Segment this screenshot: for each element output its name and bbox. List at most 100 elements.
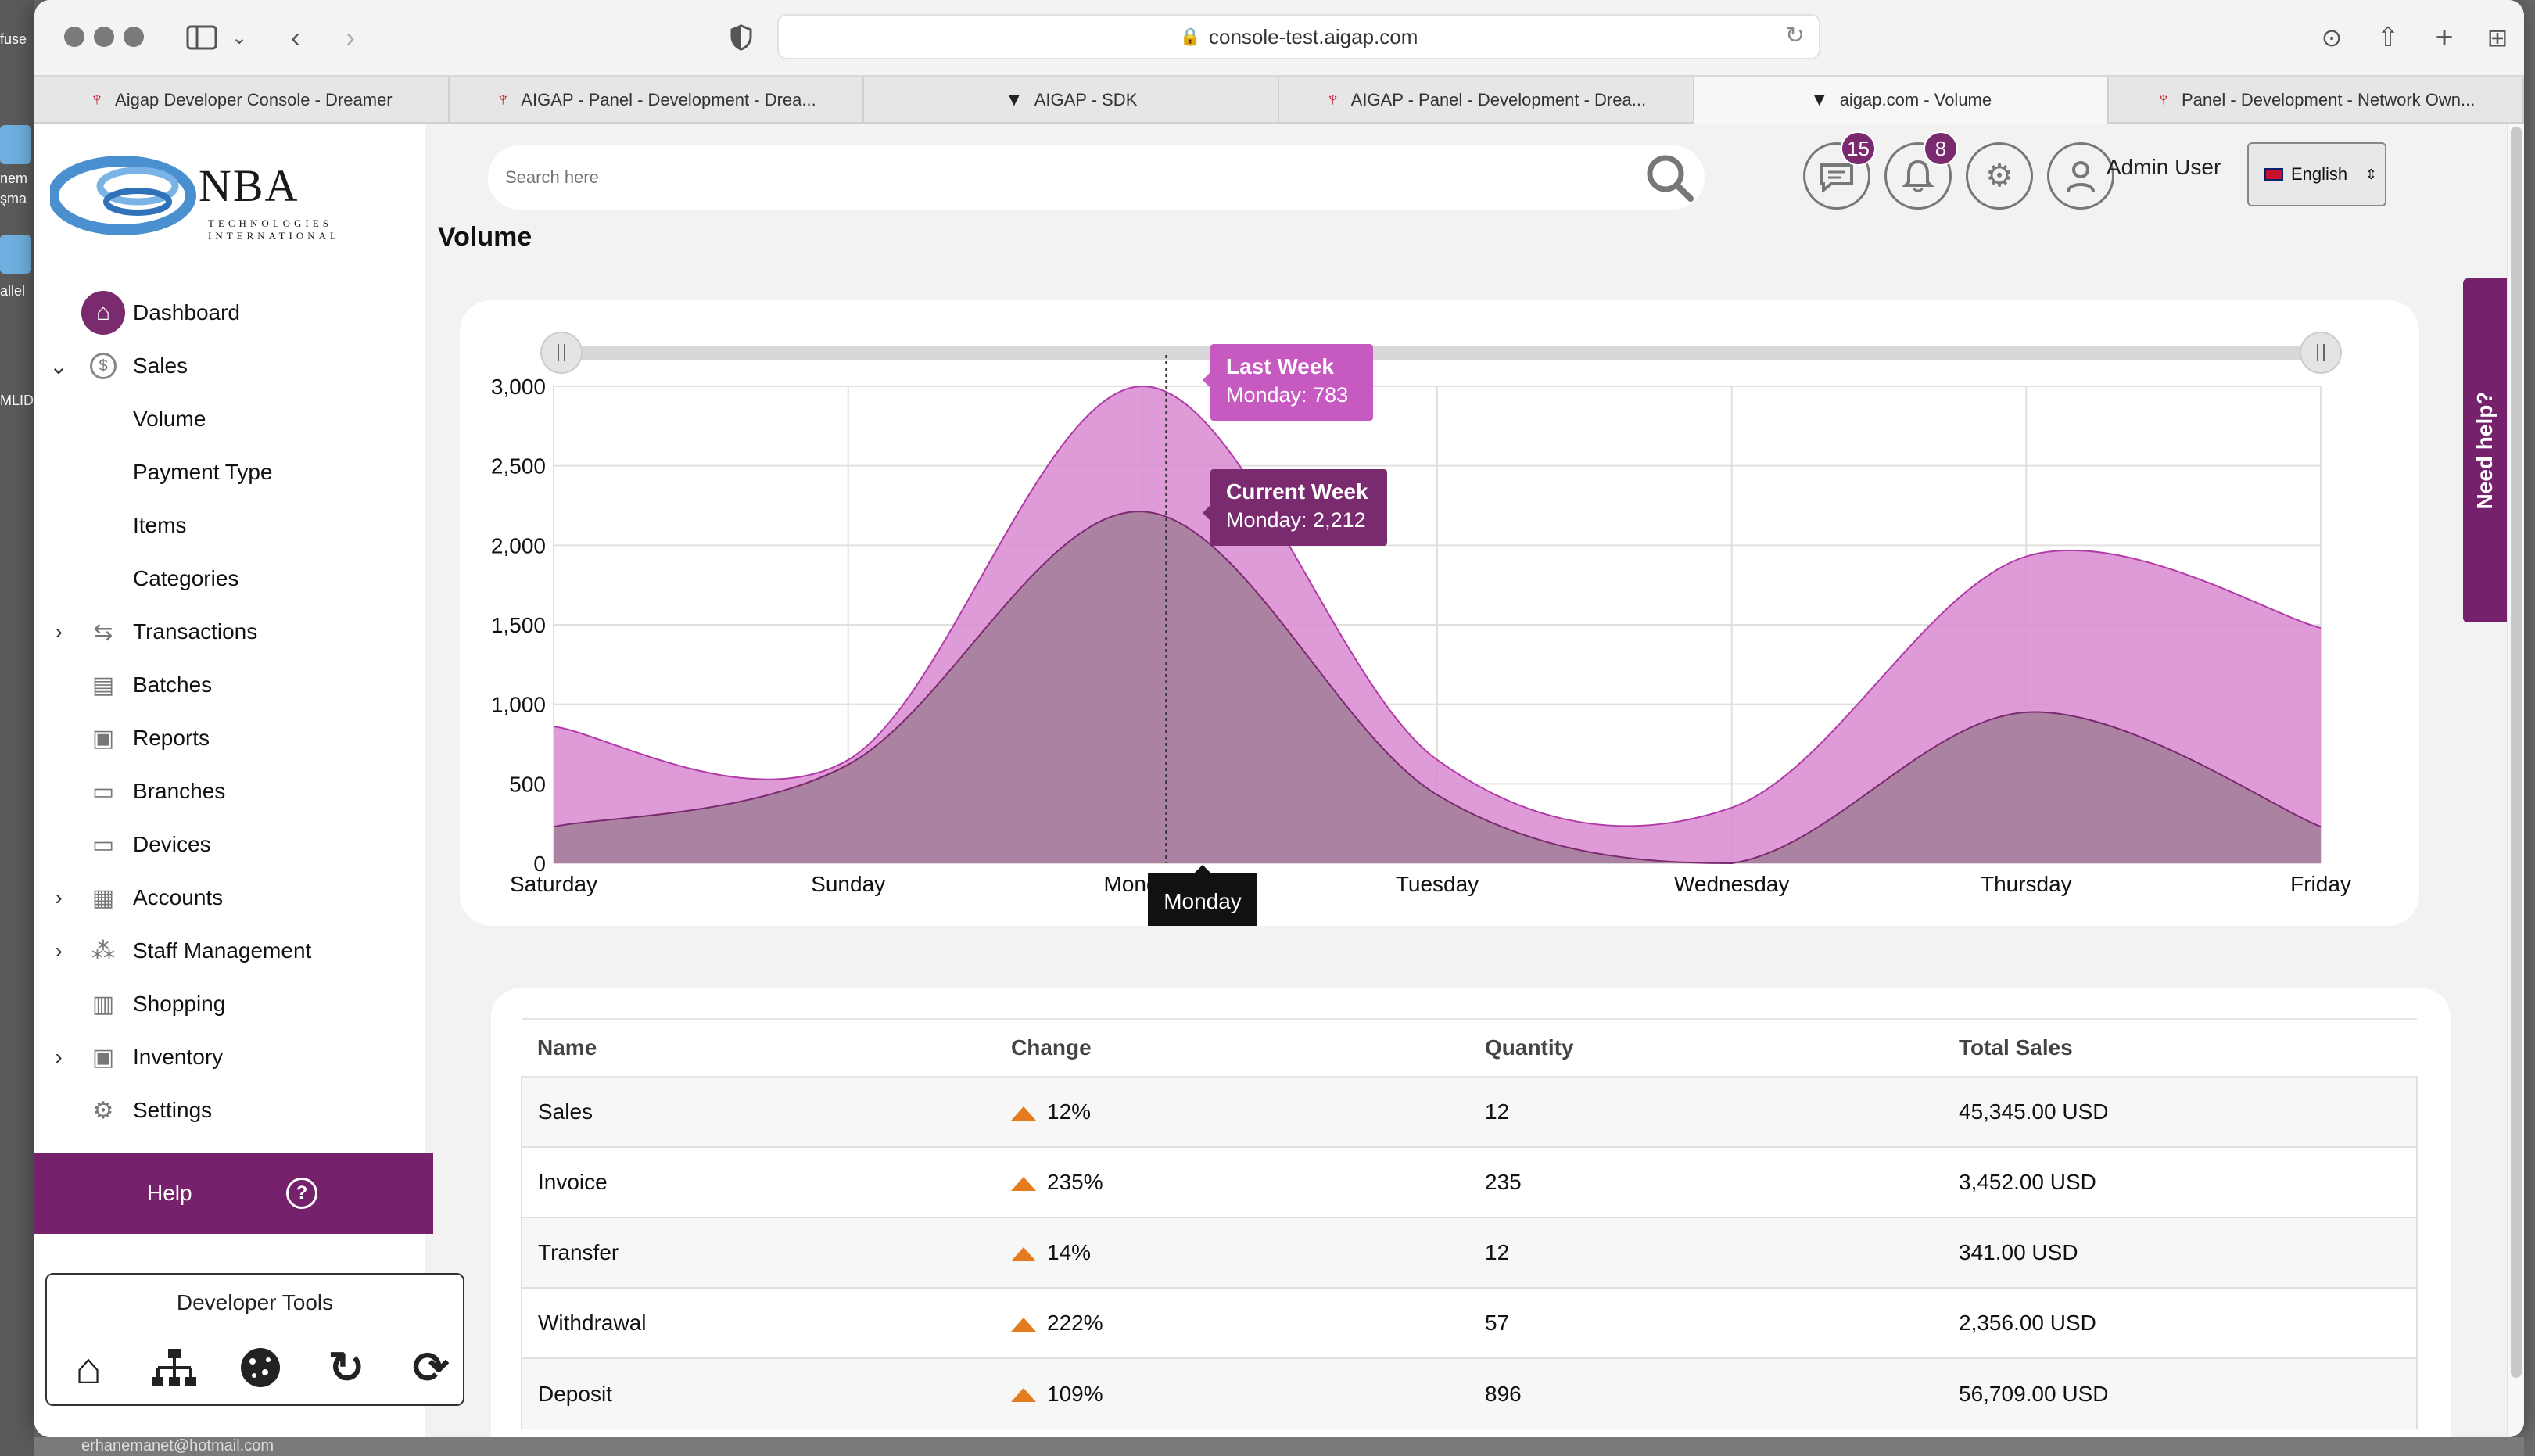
browser-tab-active[interactable]: ▼ aigap.com - Volume xyxy=(1694,77,2110,124)
logo[interactable]: NBA TECHNOLOGIES INTERNATIONAL xyxy=(48,147,347,249)
home-icon[interactable]: ⌂ xyxy=(75,1343,102,1393)
sidebar-toggle-icon[interactable] xyxy=(183,19,221,56)
sidebar-item-payment-type[interactable]: Payment Type xyxy=(34,449,425,496)
series-area-current-week[interactable] xyxy=(554,511,2321,863)
column-header-change[interactable]: Change xyxy=(995,1018,1469,1078)
desktop-label: MLID xyxy=(0,393,34,408)
redo-icon[interactable]: ↻ xyxy=(328,1343,365,1392)
sidebar-item-devices[interactable]: ▭ Devices xyxy=(34,821,425,868)
search-input[interactable] xyxy=(488,145,1705,210)
sidebar-item-items[interactable]: Items xyxy=(34,502,425,549)
chevron-right-icon[interactable]: › xyxy=(55,619,63,644)
sidebar-item-settings[interactable]: ⚙ Settings xyxy=(34,1087,425,1134)
help-label: Help xyxy=(147,1181,192,1205)
close-window-button[interactable] xyxy=(64,27,84,47)
settings-button[interactable]: ⚙ xyxy=(1966,142,2033,210)
cell-change: 12% xyxy=(995,1076,1469,1147)
cell-name: Invoice xyxy=(521,1146,995,1218)
sidebar-item-label: Accounts xyxy=(133,885,224,909)
range-slider-handle-left[interactable] xyxy=(540,332,583,374)
table-row[interactable]: Withdrawal 222% 57 2,356.00 USD xyxy=(521,1287,2418,1358)
chevron-right-icon[interactable]: › xyxy=(55,885,63,909)
column-header-total-sales[interactable]: Total Sales xyxy=(1943,1018,2417,1078)
y-tick-label: 1,000 xyxy=(491,693,546,717)
search-icon[interactable] xyxy=(1642,150,1697,205)
profile-button[interactable] xyxy=(2047,142,2114,210)
folder-icon[interactable] xyxy=(0,125,31,164)
sidebar-item-label: Reports xyxy=(133,726,210,750)
browser-tab[interactable]: ♆ AIGAP - Panel - Development - Drea... xyxy=(450,77,865,124)
y-tick-label: 2,500 xyxy=(491,454,546,479)
cell-change: 109% xyxy=(995,1357,1469,1429)
desktop-label: şma xyxy=(0,191,27,206)
tab-label: Panel - Development - Network Own... xyxy=(2182,90,2476,109)
table-row[interactable]: Invoice 235% 235 3,452.00 USD xyxy=(521,1146,2418,1218)
minimize-window-button[interactable] xyxy=(94,27,114,47)
sidebar-item-inventory[interactable]: › ▣ Inventory xyxy=(34,1034,425,1081)
browser-tab[interactable]: ♆ Panel - Development - Network Own... xyxy=(2109,77,2524,124)
sitemap-icon[interactable] xyxy=(147,1340,202,1395)
need-help-label: Need help? xyxy=(2472,391,2497,510)
need-help-tab[interactable]: Need help? xyxy=(2463,278,2507,622)
chevron-right-icon[interactable]: › xyxy=(55,938,63,963)
folder-icon[interactable] xyxy=(0,235,31,274)
sidebar-item-label: Branches xyxy=(133,779,226,803)
sidebar-item-dashboard[interactable]: ⌂ Dashboard xyxy=(34,289,425,336)
user-name[interactable]: Admin User xyxy=(2107,155,2221,179)
browser-toolbar: ⌄ ‹ › 🔒 console-test.aigap.com ↻ ⊙ ⇧ + ⊞ xyxy=(34,0,2524,75)
url-text: console-test.aigap.com xyxy=(1209,24,1418,48)
gear-icon: ⚙ xyxy=(92,1097,114,1124)
tooltip-last-week: Last Week Monday: 783 xyxy=(1203,344,1373,421)
sidebar-item-batches[interactable]: ▤ Batches xyxy=(34,662,425,708)
sdk-favicon-icon: ▼ xyxy=(1809,89,1829,110)
x-axis-hover-label: Monday xyxy=(1148,865,1257,926)
sidebar-item-volume[interactable]: Volume xyxy=(34,396,425,443)
column-header-quantity[interactable]: Quantity xyxy=(1469,1018,1943,1078)
address-bar[interactable]: 🔒 console-test.aigap.com ↻ xyxy=(777,14,1820,59)
table-row[interactable]: Sales 12% 12 45,345.00 USD xyxy=(521,1076,2418,1147)
range-slider-track[interactable] xyxy=(554,346,2329,360)
table-row[interactable]: Transfer 14% 12 341.00 USD xyxy=(521,1217,2418,1288)
shield-icon[interactable] xyxy=(722,19,760,56)
page-scrollbar[interactable] xyxy=(2507,124,2524,1437)
chevron-right-icon[interactable]: › xyxy=(55,1045,63,1069)
tab-overview-icon[interactable]: ⊞ xyxy=(2487,23,2508,52)
column-header-name[interactable]: Name xyxy=(522,1018,995,1078)
sidebar-item-accounts[interactable]: › ▦ Accounts xyxy=(34,874,425,921)
scrollbar-thumb[interactable] xyxy=(2511,127,2522,1378)
logo-swirl-icon xyxy=(48,156,196,235)
sidebar-item-reports[interactable]: ▣ Reports xyxy=(34,715,425,762)
download-icon[interactable]: ⊙ xyxy=(2321,23,2343,52)
sidebar-item-shopping[interactable]: ▥ Shopping xyxy=(34,981,425,1027)
chevron-down-icon[interactable]: ⌄ xyxy=(49,353,68,378)
refresh-icon[interactable]: ⟳ xyxy=(412,1343,450,1392)
sidebar-item-sales[interactable]: ⌄ $ Sales xyxy=(34,342,425,389)
back-icon[interactable]: ‹ xyxy=(291,21,300,53)
browser-tab[interactable]: ▼ AIGAP - SDK xyxy=(864,77,1280,124)
cookie-icon[interactable] xyxy=(233,1340,288,1395)
page-content: NBA TECHNOLOGIES INTERNATIONAL ⌂ Dashboa… xyxy=(34,124,2524,1437)
sidebar-item-branches[interactable]: ▭ Branches xyxy=(34,768,425,815)
search-bar xyxy=(488,145,1705,210)
help-button[interactable]: Help ? xyxy=(34,1153,433,1234)
cell-name: Sales xyxy=(521,1076,995,1147)
browser-tab[interactable]: ♆ Aigap Developer Console - Dreamer xyxy=(34,77,450,124)
zoom-window-button[interactable] xyxy=(124,27,144,47)
range-slider-handle-right[interactable] xyxy=(2300,332,2342,374)
sidebar-item-categories[interactable]: Categories xyxy=(34,555,425,602)
cell-total-sales: 341.00 USD xyxy=(1943,1217,2418,1288)
cell-change: 14% xyxy=(995,1217,1469,1288)
forward-icon[interactable]: › xyxy=(346,21,355,53)
desktop-label: allel xyxy=(0,283,26,299)
tab-label: Aigap Developer Console - Dreamer xyxy=(115,90,393,109)
sidebar-item-transactions[interactable]: › ⇆ Transactions xyxy=(34,608,425,655)
sidebar-item-label: Sales xyxy=(133,353,188,378)
reload-icon[interactable]: ↻ xyxy=(1784,23,1805,48)
table-row[interactable]: Deposit 109% 896 56,709.00 USD xyxy=(521,1357,2418,1429)
new-tab-icon[interactable]: + xyxy=(2435,20,2454,55)
sidebar-item-staff-management[interactable]: › ⁂ Staff Management xyxy=(34,927,425,974)
share-icon[interactable]: ⇧ xyxy=(2376,23,2400,52)
chevron-down-icon[interactable]: ⌄ xyxy=(231,27,248,48)
language-select[interactable]: English ⇕ xyxy=(2247,142,2386,206)
browser-tab[interactable]: ♆ AIGAP - Panel - Development - Drea... xyxy=(1279,77,1694,124)
